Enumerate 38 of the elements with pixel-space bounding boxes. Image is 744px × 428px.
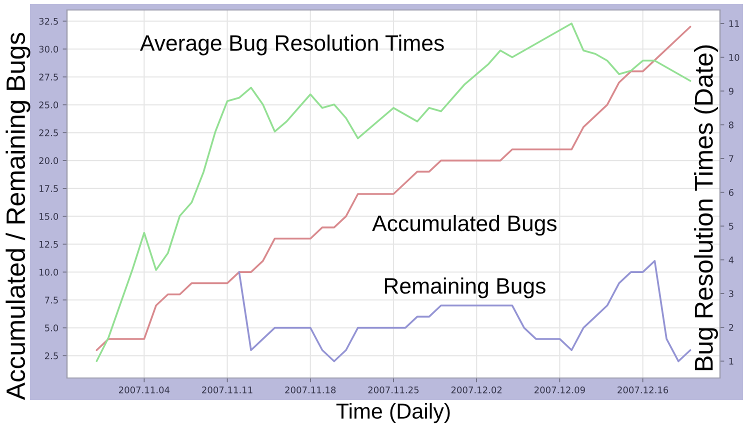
x-tick-label: 2007.11.04 xyxy=(118,386,170,394)
y2-tick-label: 3 xyxy=(729,290,734,298)
y-tick-label: 15.0 xyxy=(40,213,58,220)
y-tick-label: 25.0 xyxy=(39,102,58,108)
x-tick-label: 2007.11.18 xyxy=(285,386,336,394)
y-tick-label: 2.5 xyxy=(44,352,58,360)
x-tick-label: 2007.12.16 xyxy=(618,386,668,394)
y2-tick-label: 7 xyxy=(729,155,734,162)
y-tick-label: 27.5 xyxy=(39,74,58,80)
series-label: Average Bug Resolution Times xyxy=(140,34,444,56)
y2-axis-title: Bug Resolution Times (Date) xyxy=(694,45,718,370)
y2-tick-label: 6 xyxy=(728,189,734,196)
y2-tick-label: 11 xyxy=(729,20,739,27)
y-tick-label: 5.0 xyxy=(45,324,58,332)
y2-tick-label: 4 xyxy=(728,256,734,264)
y2-tick-label: 9 xyxy=(728,88,734,95)
y2-tick-label: 8 xyxy=(728,122,734,128)
y-axis-title: Accumulated / Remaining Bugs xyxy=(6,32,30,400)
y-tick-label: 7.5 xyxy=(45,296,58,304)
y-tick-label: 12.5 xyxy=(40,240,58,248)
x-tick-label: 2007.11.25 xyxy=(368,386,419,394)
series-label: Accumulated Bugs xyxy=(372,214,557,236)
y2-tick-label: 5 xyxy=(729,222,734,230)
x-tick-label: 2007.11.11 xyxy=(202,386,252,394)
y-tick-label: 17.5 xyxy=(40,185,58,192)
y-tick-label: 20.0 xyxy=(39,157,58,164)
y-tick-label: 22.5 xyxy=(39,129,58,136)
y2-tick-label: 10 xyxy=(729,54,740,61)
series-label: Remaining Bugs xyxy=(384,277,546,298)
x-tick-label: 2007.12.02 xyxy=(451,386,502,394)
x-axis-title: Time (Daily) xyxy=(336,403,450,424)
y2-tick-label: 2 xyxy=(728,324,734,331)
y-tick-label: 30.0 xyxy=(39,46,58,53)
line-series xyxy=(238,260,692,362)
y-tick-label: 10.0 xyxy=(40,268,58,276)
x-tick-label: 2007.12.09 xyxy=(534,386,585,394)
y2-tick-label: 1 xyxy=(729,358,734,365)
y-tick-label: 32.5 xyxy=(39,18,58,25)
